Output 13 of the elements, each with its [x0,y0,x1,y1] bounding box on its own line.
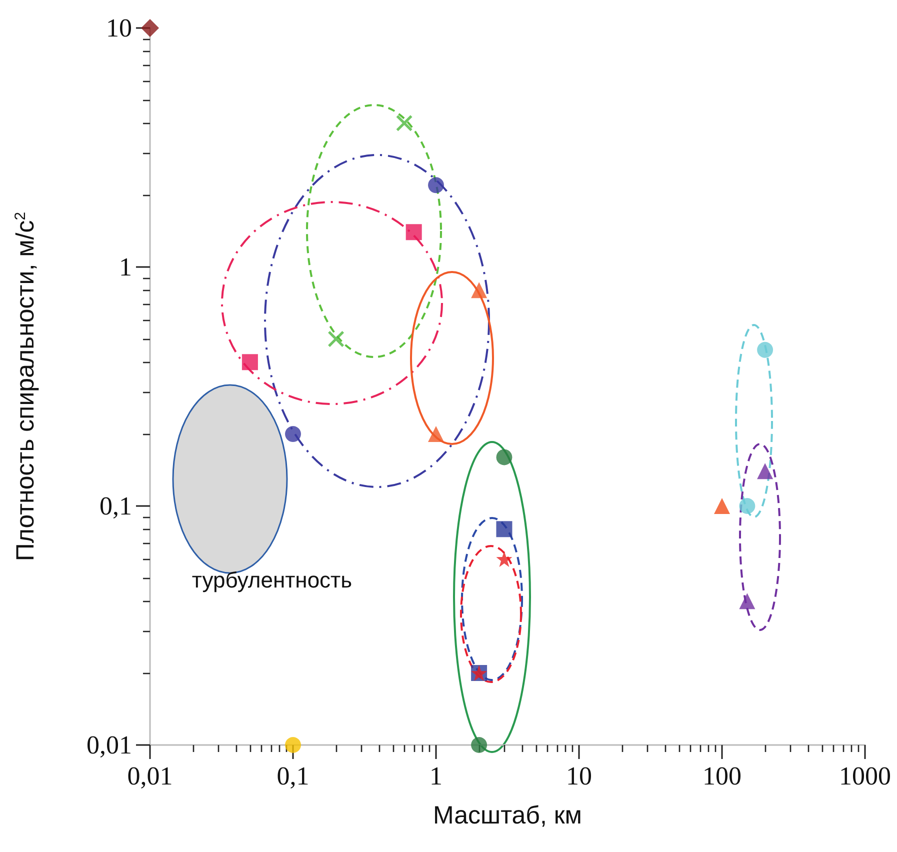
y-tick-label: 0,1 [100,492,132,520]
y-axis-title: Плотность спиральности, м/с2 [12,212,40,562]
x-tick-label: 0,01 [127,762,173,790]
y-tick-label: 10 [106,14,132,42]
annotation: турбулентность [192,568,352,592]
x-tick-label: 1000 [839,762,891,790]
x-axis-title: Масштаб, км [433,802,582,830]
y-tick-label: 1 [119,252,132,282]
x-tick-label: 10 [566,762,592,790]
x-tick-label: 100 [702,762,742,790]
y-tick-label: 0,01 [86,730,132,760]
x-tick-label: 0,1 [276,762,310,790]
x-tick-label: 1 [430,762,442,790]
